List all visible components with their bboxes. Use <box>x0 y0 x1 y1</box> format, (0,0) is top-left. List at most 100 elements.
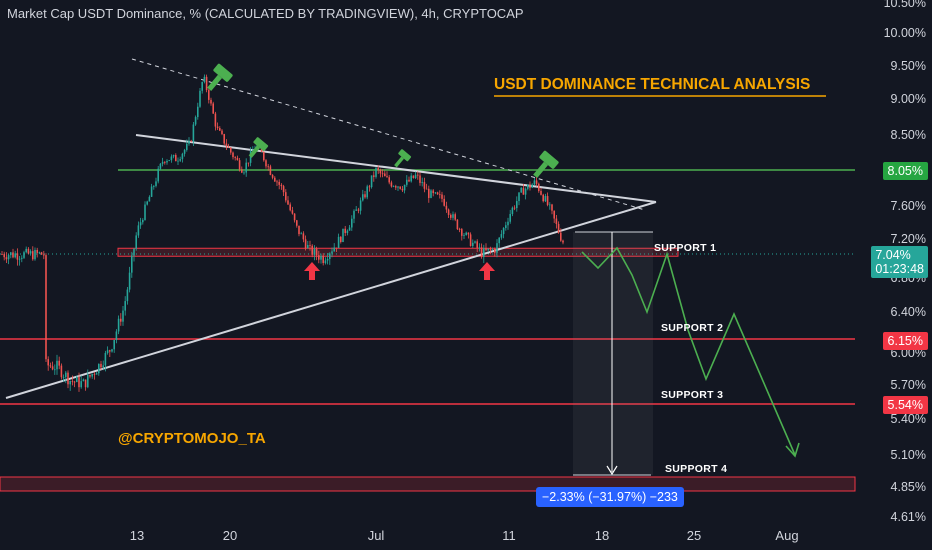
current-price-tag: 7.04% 01:23:48 <box>871 246 928 278</box>
trend-lines <box>5 58 657 399</box>
candle-body <box>491 249 494 250</box>
candle-body <box>269 166 272 175</box>
candle-body <box>399 186 401 189</box>
candle-body <box>89 374 91 377</box>
candle-body <box>540 190 542 195</box>
author-credit: @CRYPTOMOJO_TA <box>118 430 266 447</box>
candle-body <box>502 228 505 235</box>
candle-body <box>392 186 395 187</box>
candle-body <box>170 156 173 161</box>
candle-body <box>69 381 71 385</box>
price-tick-label: 7.60% <box>890 199 926 213</box>
candle-body <box>307 244 309 249</box>
candle-body <box>441 194 443 199</box>
candle-body <box>447 209 450 215</box>
candle-body <box>238 160 241 170</box>
candle-body <box>386 176 388 178</box>
price-tick-label: 9.00% <box>890 92 926 106</box>
candle-body <box>122 310 124 322</box>
candle-body <box>351 218 353 228</box>
candle-body <box>390 182 393 187</box>
candle-body <box>353 210 355 219</box>
candle-body <box>56 360 58 370</box>
support-3-label: SUPPORT 3 <box>661 389 724 401</box>
candle-body <box>366 186 368 198</box>
support-4-label: SUPPORT 4 <box>665 463 728 475</box>
price-tick-label: 8.50% <box>890 128 926 142</box>
candle-countdown: 01:23:48 <box>875 262 924 276</box>
candle-body <box>278 181 280 185</box>
candle-body <box>98 363 100 374</box>
candle-body <box>245 162 247 173</box>
projection-arrow-head <box>785 442 800 458</box>
candle-body <box>436 192 439 195</box>
candle-body <box>522 187 525 195</box>
candle-body <box>513 207 516 209</box>
candle-body <box>190 140 192 142</box>
candle-body <box>293 213 296 221</box>
candle-body <box>423 182 426 189</box>
candle-body <box>469 234 472 246</box>
candle-body <box>419 175 421 183</box>
candle-body <box>153 185 155 187</box>
candle-body <box>355 209 357 211</box>
candle-body <box>124 301 126 311</box>
candle-body <box>227 146 230 148</box>
candle-body <box>425 188 428 190</box>
candle-body <box>18 258 21 260</box>
candle-body <box>509 213 511 222</box>
candle-body <box>342 228 344 243</box>
candle-body <box>109 350 111 352</box>
chart-header-title: Market Cap USDT Dominance, % (CALCULATED… <box>7 6 524 21</box>
candle-body <box>23 252 25 258</box>
price-tick-label: 7.20% <box>890 232 926 246</box>
time-tick-label: Aug <box>775 528 799 543</box>
candle-body <box>148 196 151 202</box>
candle-body <box>560 232 562 241</box>
candle-body <box>368 186 371 188</box>
candle-body <box>106 350 109 353</box>
time-tick-label: 20 <box>222 528 238 543</box>
candle-body <box>410 175 412 182</box>
candle-body <box>474 241 476 243</box>
time-tick-label: 18 <box>594 528 610 543</box>
candle-body <box>49 365 52 367</box>
candle-body <box>421 182 423 183</box>
candle-body <box>168 160 170 162</box>
candle-body <box>518 192 520 202</box>
gavel-icon <box>394 149 412 168</box>
candle-body <box>315 248 318 256</box>
candle-body <box>87 374 89 388</box>
candle-body <box>291 210 294 214</box>
candle-body <box>21 257 23 259</box>
candle-body <box>302 233 305 240</box>
candle-body <box>313 248 316 255</box>
candle-body <box>111 349 113 352</box>
candle-body <box>216 126 219 129</box>
candle-body <box>476 241 478 248</box>
candle-body <box>542 194 544 202</box>
candle-body <box>223 134 225 144</box>
price-tick-label: 10.50% <box>883 0 926 10</box>
candle-body <box>443 198 445 206</box>
support-4-zone <box>0 476 856 492</box>
candle-body <box>329 253 331 259</box>
lower-trendline <box>5 201 657 399</box>
candle-body <box>494 249 496 253</box>
candle-body <box>395 186 397 188</box>
candle-body <box>434 192 437 194</box>
candle-body <box>370 175 373 188</box>
support-1-zone <box>117 247 679 257</box>
candle-body <box>14 253 16 258</box>
candle-body <box>282 186 285 193</box>
time-tick-label: Jul <box>367 528 385 543</box>
candle-body <box>38 252 41 254</box>
candle-body <box>320 255 322 260</box>
candle-body <box>535 180 538 184</box>
candle-body <box>340 236 342 243</box>
candle-body <box>146 201 148 205</box>
candle-body <box>29 251 32 254</box>
candle-body <box>478 247 481 249</box>
candle-body <box>177 160 179 162</box>
